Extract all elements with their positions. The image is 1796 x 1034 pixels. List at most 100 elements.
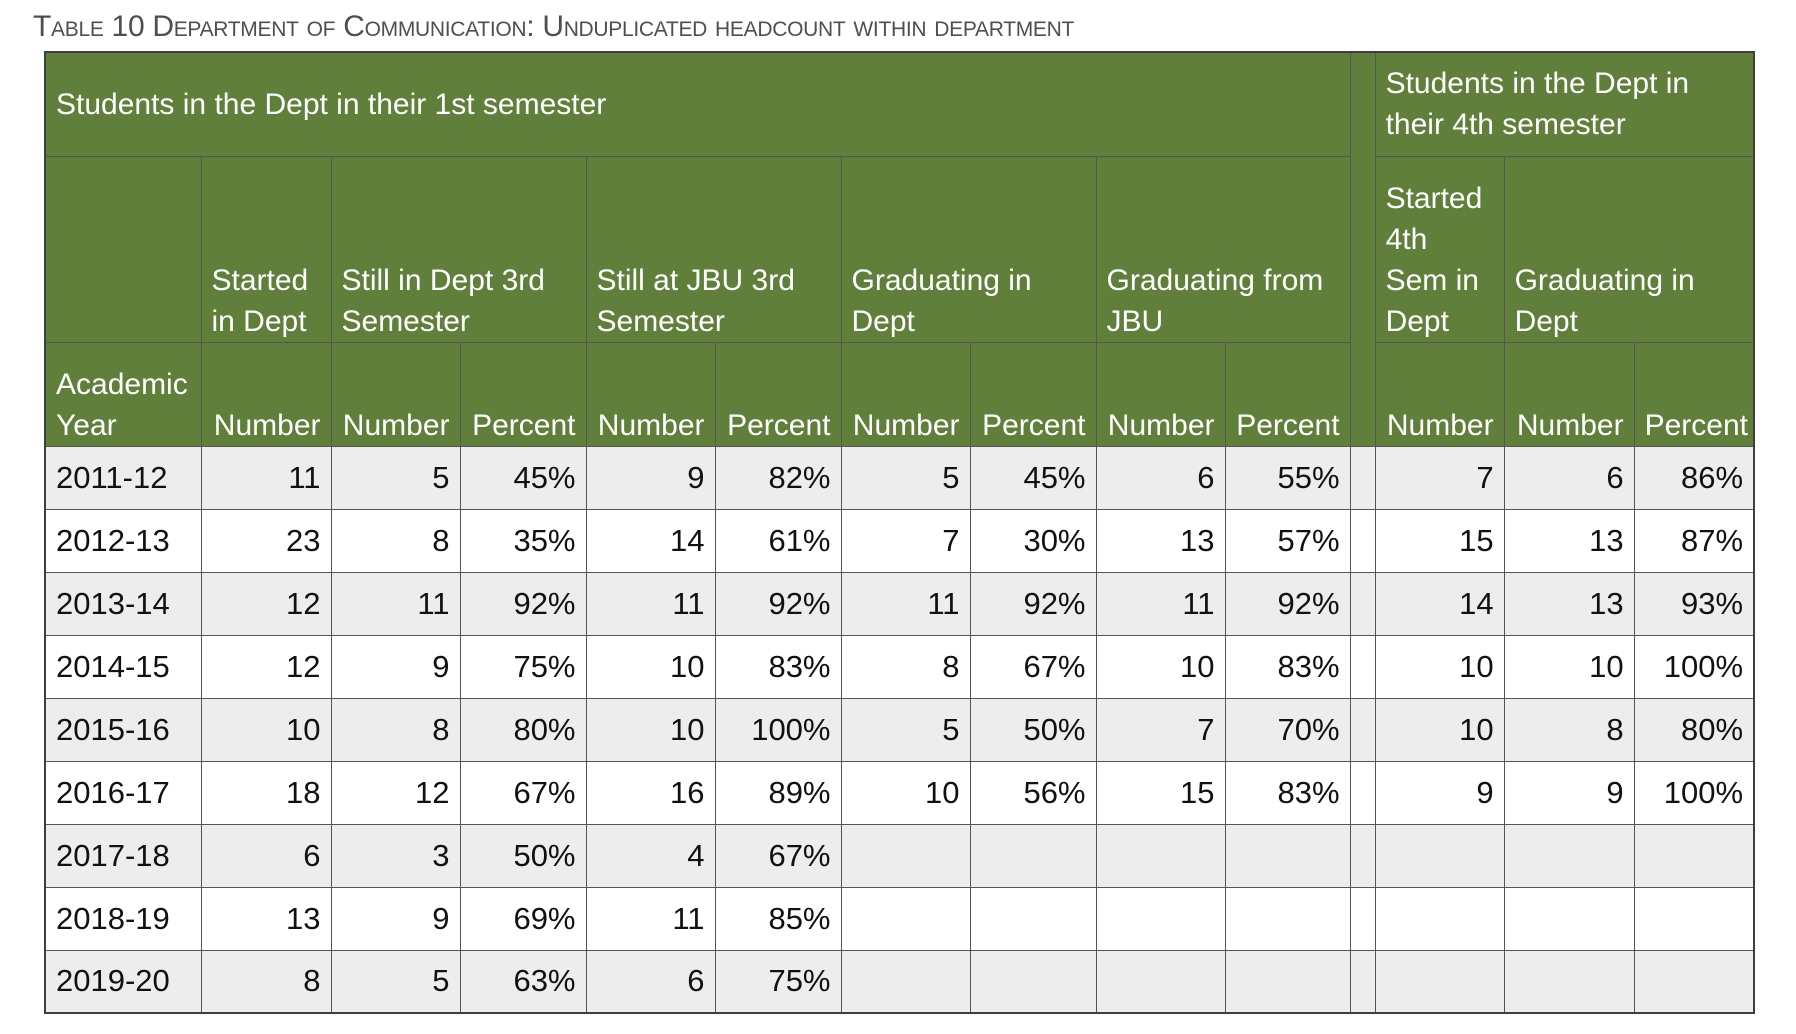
value-cell: 10 [1374,634,1505,699]
value-cell [1633,886,1755,951]
subheader-number: Number [1374,341,1505,447]
subheader-percent: Percent [1633,341,1755,447]
value-cell: 83% [714,634,842,699]
group-separator-cell [1349,760,1376,825]
value-cell: 30% [969,508,1097,573]
academic-year-cell: 2018-19 [44,886,202,951]
value-cell [969,886,1097,951]
value-cell: 9 [330,886,461,951]
value-cell: 57% [1224,508,1351,573]
headcount-table: Students in the Dept in their 1st semest… [44,51,1756,1014]
value-cell: 13 [1095,508,1226,573]
value-cell: 67% [714,823,842,888]
value-cell [1095,949,1226,1014]
value-cell [1095,886,1226,951]
value-cell: 92% [1224,571,1351,636]
value-cell: 10 [1095,634,1226,699]
value-cell: 16 [585,760,716,825]
column-header-graduating-in-dept: Graduating in Dept [840,155,1097,343]
column-header-started-in-dept: Started in Dept [200,155,332,343]
academic-year-cell: 2012-13 [44,508,202,573]
academic-year-cell: 2013-14 [44,571,202,636]
value-cell: 8 [1503,697,1635,762]
value-cell: 14 [585,508,716,573]
value-cell: 5 [330,445,461,510]
value-cell: 93% [1633,571,1755,636]
value-cell: 61% [714,508,842,573]
column-header-still-in-dept: Still in Dept 3rd Semester [330,155,587,343]
value-cell: 12 [200,634,332,699]
value-cell: 35% [459,508,587,573]
value-cell: 7 [840,508,971,573]
value-cell: 10 [200,697,332,762]
table-row: 2018-19 13 9 69% 11 85% [44,886,1755,951]
academic-year-cell: 2016-17 [44,760,202,825]
value-cell [1224,823,1351,888]
value-cell: 100% [1633,760,1755,825]
value-cell: 6 [1095,445,1226,510]
table-row: 2013-14 12 11 92% 11 92% 11 92% 11 92% 14 13 93% [44,571,1755,636]
subheader-percent: Percent [969,341,1097,447]
value-cell [1503,949,1635,1014]
value-cell [1503,823,1635,888]
table-body: 2011-12 11 5 45% 9 82% 5 45% 6 55% 7 6 86% 2012-13 23 8… [44,445,1755,1014]
academic-year-cell: 2011-12 [44,445,202,510]
value-cell: 86% [1633,445,1755,510]
table-row: 2015-16 10 8 80% 10 100% 5 50% 7 70% 10 8 80% [44,697,1755,762]
column-header-graduating-in-dept-4th: Graduating in Dept [1503,155,1755,343]
column-header-graduating-from-jbu: Graduating from JBU [1095,155,1351,343]
subheader-percent: Percent [459,341,587,447]
value-cell: 55% [1224,445,1351,510]
subheader-number: Number [585,341,716,447]
academic-year-cell: 2015-16 [44,697,202,762]
table-caption: Table 10 Department of Communication: Un… [33,10,1075,43]
value-cell: 14 [1374,571,1505,636]
value-cell: 8 [330,697,461,762]
value-cell: 70% [1224,697,1351,762]
value-cell: 82% [714,445,842,510]
value-cell: 4 [585,823,716,888]
group-header-fourth-semester: Students in the Dept in their 4th semest… [1374,51,1755,157]
value-cell: 11 [585,886,716,951]
value-cell: 87% [1633,508,1755,573]
academic-year-cell: 2017-18 [44,823,202,888]
table-row: 2017-18 6 3 50% 4 67% [44,823,1755,888]
value-cell: 10 [585,697,716,762]
value-cell: 9 [585,445,716,510]
value-cell [1374,823,1505,888]
value-cell: 10 [1374,697,1505,762]
value-cell: 11 [330,571,461,636]
group-separator-cell [1349,886,1376,951]
value-cell: 13 [1503,571,1635,636]
academic-year-cell: 2019-20 [44,949,202,1014]
subheader-percent: Percent [1224,341,1351,447]
value-cell: 10 [840,760,971,825]
group-separator-cell [1349,508,1376,573]
value-cell: 50% [969,697,1097,762]
value-cell: 45% [459,445,587,510]
subheader-number: Number [330,341,461,447]
table-row: 2019-20 8 5 63% 6 75% [44,949,1755,1014]
value-cell: 92% [714,571,842,636]
value-cell [969,949,1097,1014]
value-cell: 18 [200,760,332,825]
value-cell [840,949,971,1014]
group-separator [1349,51,1376,447]
value-cell: 10 [1503,634,1635,699]
value-cell [1095,823,1226,888]
column-header-blank [44,155,202,343]
value-cell: 67% [459,760,587,825]
value-cell: 11 [200,445,332,510]
subheader-percent: Percent [714,341,842,447]
value-cell: 63% [459,949,587,1014]
value-cell: 45% [969,445,1097,510]
group-separator-cell [1349,823,1376,888]
value-cell: 75% [714,949,842,1014]
group-separator-cell [1349,445,1376,510]
value-cell: 5 [840,445,971,510]
value-cell: 100% [714,697,842,762]
value-cell [1374,949,1505,1014]
value-cell: 6 [585,949,716,1014]
group-separator-cell [1349,571,1376,636]
value-cell: 8 [840,634,971,699]
